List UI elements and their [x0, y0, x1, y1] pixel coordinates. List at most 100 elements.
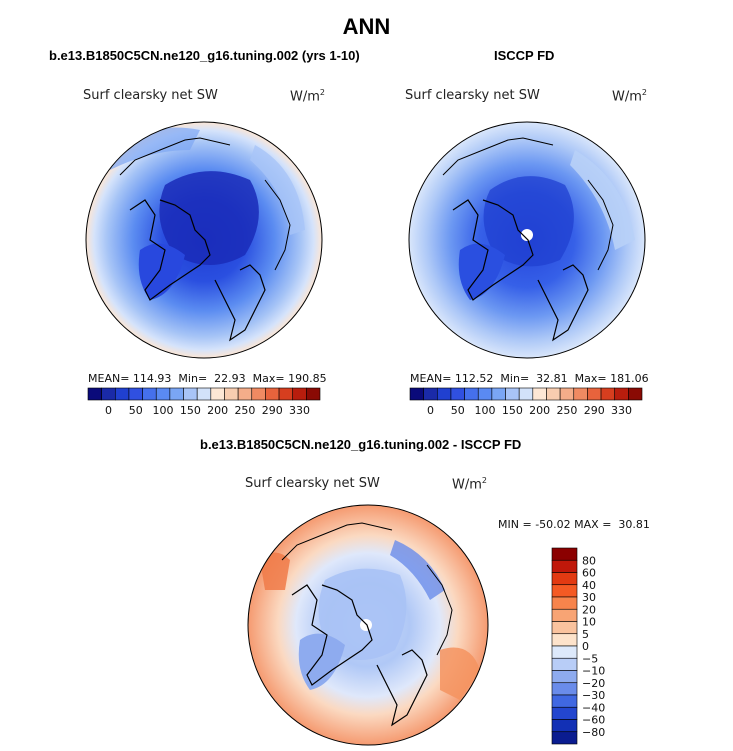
colorbar-3	[551, 547, 578, 745]
colorbar-tick-label: 290	[584, 404, 605, 417]
colorbar-swatch	[101, 387, 116, 401]
colorbar-swatch	[551, 657, 578, 671]
colorbar-swatch	[292, 387, 307, 401]
colorbar-swatch	[237, 387, 253, 401]
panel-2-unit-label: W/m2	[612, 88, 647, 105]
colorbar-swatch	[87, 387, 102, 401]
colorbar-tick-label: 80	[582, 554, 596, 567]
colorbar-tick-label: −10	[582, 665, 605, 678]
colorbar-2	[409, 387, 643, 401]
colorbar-swatch	[551, 621, 578, 635]
colorbar-tick-label: −30	[582, 689, 605, 702]
colorbar-swatch	[551, 608, 578, 622]
colorbar-tick-label: 0	[582, 640, 589, 653]
panel-2-max: 181.06	[610, 372, 649, 385]
panel-2-mean: 112.52	[454, 372, 494, 385]
colorbar-swatch	[551, 633, 578, 647]
panel-1-variable-label: Surf clearsky net SW	[83, 88, 218, 103]
colorbar-swatch	[628, 387, 643, 401]
colorbar-swatch	[251, 387, 266, 401]
diff-variable-label: Surf clearsky net SW	[245, 476, 380, 491]
colorbar-2-ticks: 0 50 100 150 200 250 290 330	[427, 404, 632, 417]
colorbar-swatch	[551, 670, 578, 684]
colorbar-swatch	[169, 387, 184, 401]
colorbar-tick-label: −40	[582, 701, 605, 714]
panel-1-mean: 114.93	[132, 372, 172, 385]
colorbar-swatch	[505, 387, 520, 401]
panel-1-min: 22.93	[214, 372, 246, 385]
colorbar-tick-label: 40	[582, 579, 596, 592]
colorbar-tick-label: 0	[105, 404, 112, 417]
colorbar-swatch	[210, 387, 225, 401]
colorbar-swatch	[306, 387, 321, 401]
panel-2-variable-label: Surf clearsky net SW	[405, 88, 540, 103]
colorbar-swatch	[551, 596, 578, 610]
diff-case-title: b.e13.B1850C5CN.ne120_g16.tuning.002 - I…	[200, 437, 522, 452]
colorbar-tick-label: 10	[582, 616, 596, 629]
colorbar-tick-label: 100	[475, 404, 496, 417]
colorbar-swatch	[551, 731, 578, 745]
colorbar-swatch	[559, 387, 575, 401]
map-3	[247, 504, 489, 746]
colorbar-swatch	[551, 682, 578, 696]
map-1	[85, 121, 323, 359]
colorbar-tick-label: 250	[556, 404, 577, 417]
panel-1-unit-label: W/m2	[290, 88, 325, 105]
colorbar-swatch	[477, 387, 493, 401]
colorbar-swatch	[196, 387, 212, 401]
colorbar-swatch	[128, 387, 143, 401]
colorbar-swatch	[587, 387, 602, 401]
colorbar-swatch	[265, 387, 280, 401]
colorbar-swatch	[573, 387, 588, 401]
colorbar-tick-label: 330	[611, 404, 632, 417]
colorbar-swatch	[614, 387, 629, 401]
colorbar-tick-label: 20	[582, 603, 596, 616]
colorbar-swatch	[423, 387, 438, 401]
panel-2-min: 32.81	[536, 372, 568, 385]
colorbar-swatch	[436, 387, 452, 401]
colorbar-swatch	[464, 387, 479, 401]
panel-2-case-title: ISCCP FD	[494, 48, 555, 63]
colorbar-tick-label: −80	[582, 726, 605, 739]
colorbar-tick-label: −5	[582, 652, 598, 665]
colorbar-swatch	[551, 645, 578, 659]
colorbar-swatch	[409, 387, 424, 401]
colorbar-swatch	[155, 387, 171, 401]
colorbar-swatch	[600, 387, 616, 401]
map-2-pole-hole	[521, 229, 533, 241]
colorbar-tick-label: 250	[234, 404, 255, 417]
colorbar-tick-label: 150	[502, 404, 523, 417]
diff-minmax: MIN = -50.02 MAX = 30.81	[498, 518, 650, 531]
colorbar-swatch	[450, 387, 465, 401]
colorbar-swatch	[518, 387, 534, 401]
colorbar-tick-label: −20	[582, 677, 605, 690]
panel-1-case-title: b.e13.B1850C5CN.ne120_g16.tuning.002 (yr…	[49, 48, 360, 63]
colorbar-tick-label: 50	[451, 404, 465, 417]
diff-min: -50.02	[535, 518, 571, 531]
colorbar-tick-label: 30	[582, 591, 596, 604]
colorbar-tick-label: 5	[582, 628, 589, 641]
colorbar-tick-label: 0	[427, 404, 434, 417]
colorbar-swatch	[532, 387, 547, 401]
panel-1-max: 190.85	[288, 372, 327, 385]
colorbar-swatch	[114, 387, 130, 401]
panel-1-stats: MEAN= 114.93 Min= 22.93 Max= 190.85	[88, 372, 327, 385]
colorbar-tick-label: 150	[180, 404, 201, 417]
colorbar-swatch	[551, 547, 578, 561]
colorbar-swatch	[546, 387, 561, 401]
colorbar-tick-label: 60	[582, 567, 596, 580]
colorbar-swatch	[551, 719, 578, 733]
colorbar-swatch	[551, 584, 578, 598]
colorbar-tick-label: 290	[262, 404, 283, 417]
colorbar-tick-label: 330	[289, 404, 310, 417]
colorbar-1	[87, 387, 321, 401]
colorbar-tick-label: 100	[153, 404, 174, 417]
colorbar-swatch	[551, 572, 578, 586]
colorbar-1-ticks: 0 50 100 150 200 250 290 330	[105, 404, 310, 417]
colorbar-tick-label: −60	[582, 714, 605, 727]
map-2	[408, 121, 646, 359]
map-3-pole-hole	[360, 619, 372, 631]
figure-title: ANN	[342, 14, 391, 39]
